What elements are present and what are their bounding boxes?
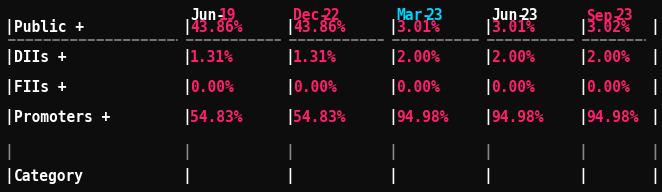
Text: |: | xyxy=(650,79,659,95)
Text: |: | xyxy=(4,168,13,184)
Text: Jun-: Jun- xyxy=(491,8,526,23)
Text: |: | xyxy=(483,144,492,160)
Text: 43.86%: 43.86% xyxy=(293,20,346,35)
Text: |: | xyxy=(285,19,294,35)
Text: 3.01%: 3.01% xyxy=(491,20,535,35)
Text: 3.01%: 3.01% xyxy=(396,20,440,35)
Text: |: | xyxy=(182,19,191,35)
Text: 0.00%: 0.00% xyxy=(190,79,234,94)
Text: 0.00%: 0.00% xyxy=(293,79,337,94)
Text: |: | xyxy=(483,49,492,65)
Text: 54.83%: 54.83% xyxy=(293,109,346,124)
Text: |: | xyxy=(285,144,294,160)
Text: |: | xyxy=(578,168,587,184)
Text: Sep-: Sep- xyxy=(586,8,621,23)
Text: |: | xyxy=(4,19,13,35)
Text: |: | xyxy=(578,79,587,95)
Text: |: | xyxy=(578,19,587,35)
Text: |: | xyxy=(578,49,587,65)
Text: |: | xyxy=(182,144,191,160)
Text: |: | xyxy=(650,19,659,35)
Text: 23: 23 xyxy=(615,8,632,23)
Text: |: | xyxy=(388,49,397,65)
Text: |: | xyxy=(4,144,13,160)
Text: 23: 23 xyxy=(425,8,442,23)
Text: |: | xyxy=(182,79,191,95)
Text: 2.00%: 2.00% xyxy=(396,50,440,65)
Text: |: | xyxy=(650,109,659,125)
Text: 19: 19 xyxy=(219,8,236,23)
Text: 1.31%: 1.31% xyxy=(293,50,337,65)
Text: |: | xyxy=(285,49,294,65)
Text: 23: 23 xyxy=(520,8,538,23)
Text: Mar-: Mar- xyxy=(396,8,431,23)
Text: |: | xyxy=(578,109,587,125)
Text: 0.00%: 0.00% xyxy=(396,79,440,94)
Text: |: | xyxy=(388,144,397,160)
Text: Promoters +: Promoters + xyxy=(14,109,111,124)
Text: |: | xyxy=(388,19,397,35)
Text: |: | xyxy=(483,19,492,35)
Text: |: | xyxy=(483,168,492,184)
Text: |: | xyxy=(388,168,397,184)
Text: |: | xyxy=(483,79,492,95)
Text: 43.86%: 43.86% xyxy=(190,20,242,35)
Text: 94.98%: 94.98% xyxy=(491,109,544,124)
Text: |: | xyxy=(388,109,397,125)
Text: |: | xyxy=(285,79,294,95)
Text: |: | xyxy=(578,144,587,160)
Text: 3.02%: 3.02% xyxy=(586,20,630,35)
Text: |: | xyxy=(388,79,397,95)
Text: 94.98%: 94.98% xyxy=(396,109,448,124)
Text: Jun-: Jun- xyxy=(190,8,225,23)
Text: |: | xyxy=(182,168,191,184)
Text: 2.00%: 2.00% xyxy=(586,50,630,65)
Text: 2.00%: 2.00% xyxy=(491,50,535,65)
Text: |: | xyxy=(650,168,659,184)
Text: 94.98%: 94.98% xyxy=(586,109,639,124)
Text: |: | xyxy=(182,49,191,65)
Text: |: | xyxy=(285,168,294,184)
Text: 0.00%: 0.00% xyxy=(491,79,535,94)
Text: Category: Category xyxy=(14,169,84,184)
Text: |: | xyxy=(650,49,659,65)
Text: |: | xyxy=(4,79,13,95)
Text: 0.00%: 0.00% xyxy=(586,79,630,94)
Text: |: | xyxy=(4,49,13,65)
Text: 1.31%: 1.31% xyxy=(190,50,234,65)
Text: 22: 22 xyxy=(322,8,340,23)
Text: |: | xyxy=(4,109,13,125)
Text: FIIs +: FIIs + xyxy=(14,79,66,94)
Text: Dec-: Dec- xyxy=(293,8,328,23)
Text: |: | xyxy=(650,144,659,160)
Text: |: | xyxy=(285,109,294,125)
Text: |: | xyxy=(182,109,191,125)
Text: Public +: Public + xyxy=(14,20,84,35)
Text: 54.83%: 54.83% xyxy=(190,109,242,124)
Text: |: | xyxy=(483,109,492,125)
Text: DIIs +: DIIs + xyxy=(14,50,66,65)
